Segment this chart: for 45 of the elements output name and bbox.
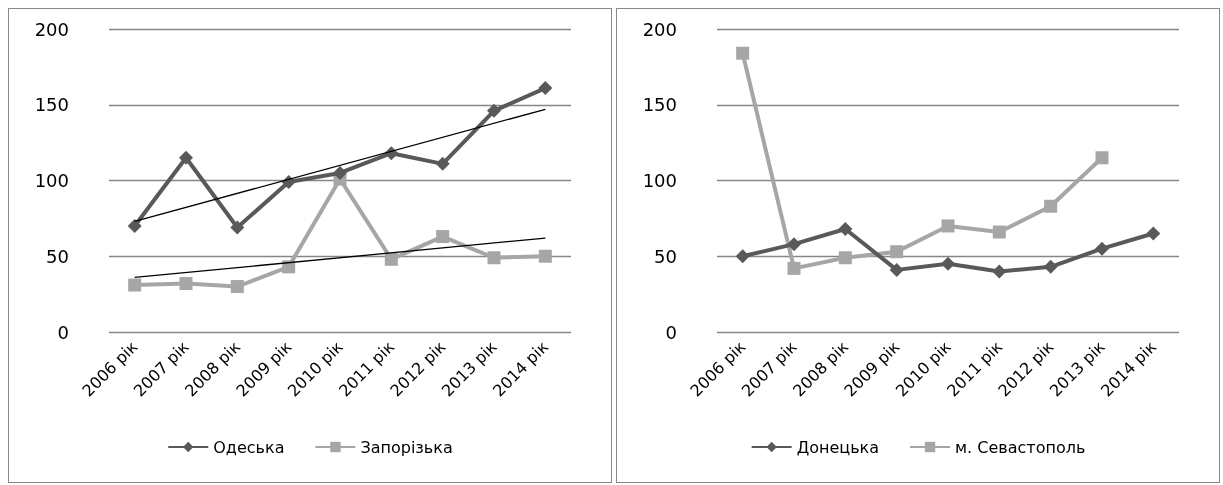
legend-label: Одеська [213, 437, 285, 457]
point [941, 219, 955, 233]
y-tick-label: 50 [46, 245, 69, 267]
y-tick-label: 150 [34, 94, 69, 116]
y-tick-label: 0 [665, 321, 677, 343]
point [179, 150, 193, 165]
point [1095, 241, 1109, 256]
y-tick-label: 100 [642, 170, 677, 191]
point [1043, 259, 1058, 274]
y-tick-label: 150 [642, 94, 677, 116]
point [992, 225, 1006, 239]
point [736, 46, 750, 60]
point [1095, 151, 1109, 165]
point [735, 249, 750, 264]
point [179, 277, 193, 291]
y-tick-label: 50 [654, 245, 677, 267]
point [890, 245, 904, 259]
point [787, 237, 801, 252]
point [787, 261, 801, 275]
point [538, 81, 553, 96]
point [538, 249, 552, 263]
y-tick-label: 0 [57, 321, 69, 343]
point [941, 256, 955, 271]
point [128, 278, 142, 292]
point [384, 252, 398, 266]
point [838, 251, 852, 265]
legend-label: Донецька [796, 437, 880, 457]
point [230, 220, 245, 235]
point [436, 230, 450, 244]
point [487, 251, 501, 265]
point [230, 280, 244, 294]
point [1044, 199, 1058, 213]
point [333, 165, 347, 180]
point [992, 264, 1007, 279]
point [127, 218, 142, 233]
legend-label: м. Севастополь [955, 437, 1086, 457]
y-tick-label: 200 [642, 18, 677, 40]
legend-label: Запорізька [360, 437, 453, 457]
point [838, 221, 853, 236]
point [1146, 226, 1161, 241]
y-tick-label: 200 [34, 18, 69, 40]
point [435, 156, 450, 171]
point [487, 103, 501, 118]
point [889, 262, 904, 277]
y-tick-label: 100 [34, 170, 69, 191]
